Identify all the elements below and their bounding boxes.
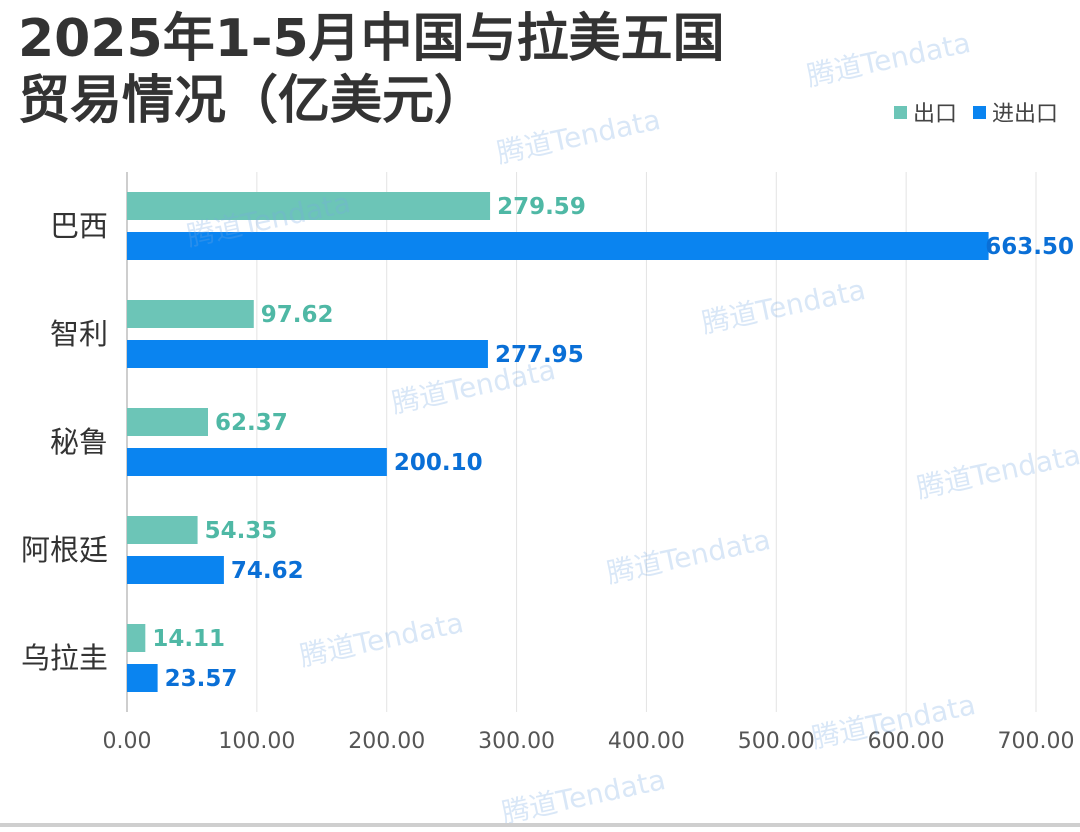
data-label: 663.50 <box>985 234 1074 260</box>
x-tick-label: 0.00 <box>103 729 152 754</box>
x-tick-label: 400.00 <box>608 729 685 754</box>
bar-total <box>127 232 989 260</box>
data-label: 279.59 <box>497 194 586 220</box>
x-tick-label: 200.00 <box>348 729 425 754</box>
category-label: 巴西 <box>50 209 108 243</box>
legend-item-total: 进出口 <box>972 96 1058 128</box>
category-label: 阿根廷 <box>21 533 108 567</box>
data-label: 97.62 <box>261 302 334 328</box>
bar-total <box>127 340 488 368</box>
bar-export <box>127 192 491 220</box>
chart-title: 2025年1-5月中国与拉美五国 贸易情况（亿美元） <box>18 8 725 132</box>
category-label: 智利 <box>50 317 108 351</box>
bottom-border <box>0 823 1080 827</box>
category-label: 秘鲁 <box>50 425 108 459</box>
legend-swatch-export <box>893 105 907 119</box>
bar-export <box>127 624 146 652</box>
chart-title-line-1: 2025年1-5月中国与拉美五国 <box>18 9 725 69</box>
chart-legend: 出口 进出口 <box>893 96 1058 128</box>
data-label: 14.11 <box>152 626 225 652</box>
data-label: 62.37 <box>215 410 288 436</box>
chart-title-line-2: 贸易情况（亿美元） <box>18 71 487 131</box>
x-tick-label: 600.00 <box>868 729 945 754</box>
data-label: 200.10 <box>394 450 483 476</box>
data-label: 277.95 <box>495 342 584 368</box>
x-tick-label: 100.00 <box>218 729 295 754</box>
bar-total <box>127 556 224 584</box>
bar-total <box>127 448 387 476</box>
data-label: 23.57 <box>165 666 238 692</box>
legend-label-total: 进出口 <box>991 102 1058 127</box>
legend-item-export: 出口 <box>893 96 957 128</box>
legend-swatch-total <box>972 105 986 119</box>
bar-export <box>127 408 208 436</box>
x-tick-label: 500.00 <box>738 729 815 754</box>
category-label: 乌拉圭 <box>21 641 108 675</box>
x-tick-label: 700.00 <box>998 729 1075 754</box>
bar-export <box>127 516 198 544</box>
legend-label-export: 出口 <box>912 102 957 127</box>
bar-export <box>127 300 254 328</box>
x-tick-label: 300.00 <box>478 729 555 754</box>
data-label: 54.35 <box>205 518 278 544</box>
data-label: 74.62 <box>231 558 304 584</box>
bar-total <box>127 664 158 692</box>
